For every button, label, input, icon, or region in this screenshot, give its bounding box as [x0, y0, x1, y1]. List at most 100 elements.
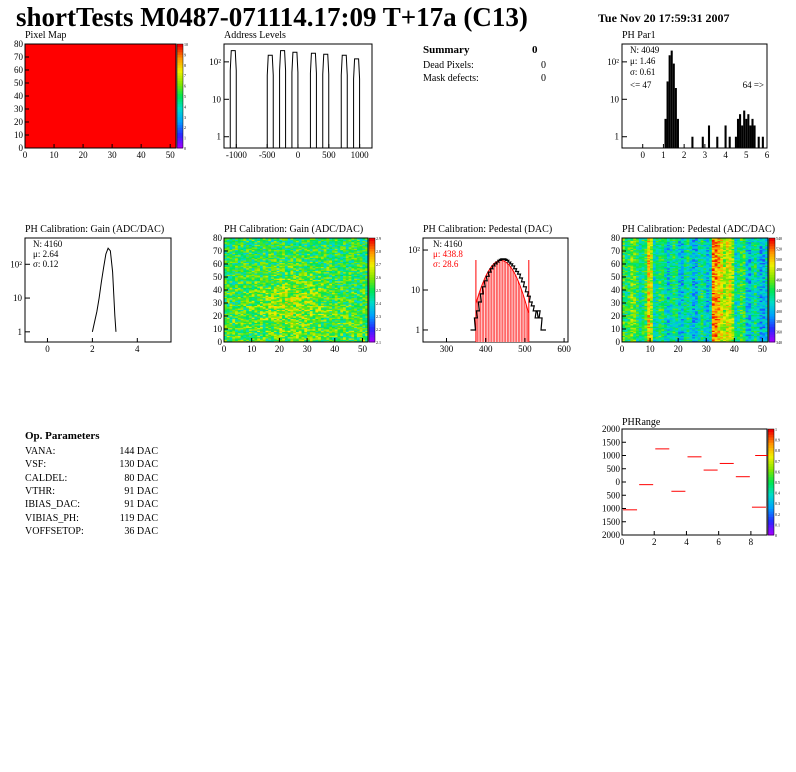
gain-map-cell [296, 339, 300, 342]
gain-map-cell [304, 299, 308, 301]
gain-map-cell [343, 282, 347, 284]
gain-map-cell [309, 326, 314, 329]
gain-map-cell [262, 296, 266, 299]
pedestal-map-cell [627, 262, 631, 265]
gain-map-cell [276, 314, 280, 317]
gain-map-cell [248, 265, 253, 267]
pedestal-map-cell [633, 288, 637, 291]
gain-map-cell [343, 297, 347, 300]
gain-map-cell [273, 284, 278, 287]
gain-map-cell [362, 267, 366, 270]
gain-map-cell [237, 240, 242, 243]
gain-map-cell [251, 301, 255, 304]
gain-map-cell [323, 314, 327, 317]
gain-map-cell [304, 270, 308, 273]
pedestal-map-cell [627, 288, 631, 291]
gain-map-cell [287, 309, 291, 312]
gain-map-cell [309, 279, 314, 282]
gain-map-cell [320, 260, 325, 262]
gain-map-cell [287, 323, 291, 326]
gain-map-cell [309, 277, 314, 279]
gain-map-cell [345, 283, 350, 286]
gain-map-cell [359, 297, 363, 300]
gain-map-cell [235, 291, 239, 293]
pedestal-map-cell [624, 308, 629, 310]
gain-map-cell [298, 287, 302, 290]
gain-map-cell [265, 312, 269, 314]
y-tick-label: 50 [14, 78, 24, 88]
gain-map-cell [260, 271, 264, 274]
gain-map-cell [237, 291, 242, 293]
gain-map-cell [265, 334, 269, 336]
gain-map-cell [273, 293, 278, 296]
gain-map-cell [296, 274, 300, 277]
gain-map-cell [334, 247, 338, 249]
gain-map-cell [301, 334, 305, 336]
pedestal-hist-series [470, 258, 546, 331]
gain-map-cell [276, 273, 280, 275]
gain-map-cell [343, 262, 347, 265]
gain-map-cell [293, 316, 297, 318]
gain-map-cell [362, 238, 366, 240]
gain-map-cell [348, 283, 352, 286]
gain-map-cell [243, 283, 247, 286]
gain-map-cell [232, 270, 236, 273]
gain-map-cell [287, 330, 291, 332]
gain-map-cell [248, 238, 253, 240]
gain-map-cell [320, 310, 325, 313]
pedestal-map-cell [627, 305, 631, 308]
pedestal-map-cell [624, 295, 629, 297]
gain-map-cell [251, 241, 255, 244]
gain-map-cell [345, 297, 350, 300]
gain-map-cell [246, 292, 250, 295]
gain-map-cell [276, 322, 280, 325]
gain-map-cell [348, 287, 352, 290]
gain-map-cell [287, 284, 291, 287]
gain-map-cell [356, 239, 361, 241]
gain-map-cell [268, 331, 272, 334]
gain-map-cell [287, 239, 291, 241]
x-tick-label: 0 [45, 344, 50, 354]
gain-map-cell [279, 270, 283, 273]
gain-map-cell [246, 279, 250, 282]
gain-map-cell [268, 297, 272, 300]
gain-map-cell [287, 286, 291, 288]
gain-map-cell [334, 291, 338, 293]
gain-map-cell [296, 313, 300, 316]
gain-map-cell [362, 278, 366, 280]
gain-map-cell [254, 299, 258, 301]
gain-map-cell [240, 295, 244, 297]
gain-map-cell [351, 332, 355, 335]
gain-map-cell [334, 310, 338, 313]
gain-map-cell [224, 304, 228, 306]
gain-map-cell [254, 248, 258, 251]
gain-map-cell [279, 310, 283, 313]
gain-map-cell [334, 241, 338, 244]
gain-map-cell [246, 270, 250, 273]
gain-map-cell [365, 303, 369, 305]
gain-map-cell [257, 318, 261, 321]
gain-map-cell [298, 239, 302, 241]
gain-map-cell [246, 266, 250, 269]
gain-map-cell [246, 248, 250, 251]
gain-map-cell [246, 288, 250, 291]
gain-map-cell [362, 321, 366, 323]
gain-map-cell [284, 245, 289, 248]
gain-map-cell [365, 305, 369, 308]
gain-map-cell [343, 301, 347, 304]
gain-map-cell [304, 329, 308, 331]
gain-map-cell [260, 247, 264, 249]
gain-map-cell [271, 253, 275, 256]
gain-map-cell [304, 312, 308, 314]
gain-map-cell [337, 296, 341, 299]
gain-map-cell [287, 308, 291, 310]
gain-map-cell [332, 317, 336, 319]
gain-map-cell [354, 270, 358, 273]
gain-map-cell [315, 269, 319, 271]
gain-map-cell [284, 247, 289, 249]
pedestal-map-cell [636, 335, 640, 338]
gain-map-cell [298, 256, 302, 258]
gain-map-cell [318, 266, 322, 269]
gain-map-cell [345, 336, 350, 339]
gain-map-cell [312, 331, 316, 334]
